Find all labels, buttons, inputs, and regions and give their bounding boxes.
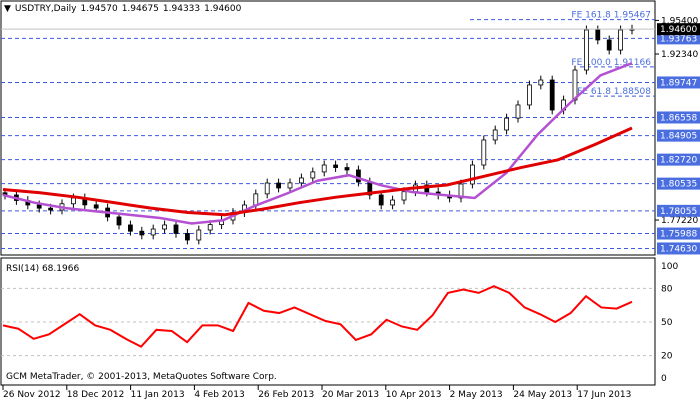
x-tick-label: 4 Feb 2013 xyxy=(194,390,244,400)
candle-body xyxy=(173,224,179,234)
fibonacci-label: FE 100.0 1.91166 xyxy=(571,58,651,68)
candle-body xyxy=(321,164,327,173)
fibonacci-label: FE 61.8 1.88508 xyxy=(577,87,651,97)
level-label: 1.93763 xyxy=(660,34,697,44)
level-label-box xyxy=(657,227,700,240)
candle-body xyxy=(276,182,282,189)
level-label: 1.74630 xyxy=(660,244,697,254)
rsi-y-tick-label: 0 xyxy=(661,374,667,384)
x-tick-label: 2 May 2013 xyxy=(450,390,503,400)
candle-body xyxy=(595,29,601,41)
candle-body xyxy=(538,79,544,86)
level-label-box xyxy=(657,204,700,217)
sma-fast-line xyxy=(2,62,633,225)
level-label-box xyxy=(657,76,700,89)
level-label-box xyxy=(657,153,700,166)
candle-body xyxy=(504,117,510,131)
level-label-box xyxy=(657,177,700,190)
candle-body xyxy=(481,139,487,166)
y-tick-label: 1.77220 xyxy=(661,216,698,226)
candle-body xyxy=(162,224,168,230)
candle-body xyxy=(116,216,122,226)
level-label: 1.84905 xyxy=(660,132,697,142)
level-label-box xyxy=(657,242,700,255)
sma-slow-line xyxy=(2,126,633,217)
level-label: 1.82720 xyxy=(660,156,697,166)
rsi-y-tick-label: 100 xyxy=(661,262,678,272)
candle-body xyxy=(139,230,145,236)
rsi-y-tick-label: 80 xyxy=(661,284,673,294)
level-label: 1.89747 xyxy=(660,78,697,88)
candle-body xyxy=(492,129,498,141)
x-tick-label: 26 Nov 2012 xyxy=(3,390,61,400)
rsi-y-tick-label: 50 xyxy=(661,318,673,328)
current-price-box xyxy=(657,23,700,36)
x-tick-label: 18 Dec 2012 xyxy=(67,390,125,400)
close-price: 1.94600 xyxy=(204,4,242,14)
candle-body xyxy=(207,224,213,231)
candle-body xyxy=(150,228,156,236)
candle-body xyxy=(36,204,42,209)
level-label: 1.75988 xyxy=(660,230,697,240)
low-price: 1.94333 xyxy=(162,4,201,14)
copyright-text: GCM MetaTrader, © 2001-2013, MetaQuotes … xyxy=(6,372,277,382)
candle-body xyxy=(333,164,339,168)
candle-body xyxy=(618,29,623,51)
candle-body xyxy=(606,39,612,51)
candle-body xyxy=(264,182,270,195)
candle-body xyxy=(378,194,384,206)
level-label-box xyxy=(657,129,700,142)
candle-body xyxy=(71,197,76,205)
rsi-line xyxy=(2,285,633,348)
x-tick-label: 10 Apr 2013 xyxy=(386,390,442,400)
candle-body xyxy=(355,169,361,183)
candle-body xyxy=(584,29,589,71)
symbol-timeframe: USDTRY,Daily xyxy=(14,4,77,14)
dropdown-triangle-icon[interactable]: ▼ xyxy=(4,4,11,14)
candle-body xyxy=(344,167,350,171)
main-pane-frame xyxy=(0,0,656,256)
rsi-y-tick-label: 20 xyxy=(661,352,673,362)
x-tick-label: 20 Mar 2013 xyxy=(322,390,379,400)
candle-body xyxy=(572,69,578,101)
candle-body xyxy=(184,233,190,241)
candle-body xyxy=(93,204,99,209)
x-tick-label: 11 Jan 2013 xyxy=(131,390,185,400)
x-tick-label: 17 Jun 2013 xyxy=(577,390,631,400)
candle-body xyxy=(515,104,521,119)
x-tick-label: 24 May 2013 xyxy=(513,390,572,400)
open-price: 1.94570 xyxy=(80,4,118,14)
level-label: 1.78055 xyxy=(660,207,697,217)
candle-body xyxy=(458,183,464,199)
high-price: 1.94675 xyxy=(121,4,159,14)
candle-body xyxy=(549,79,555,111)
candle-body xyxy=(48,207,53,211)
candle-body xyxy=(401,191,407,201)
candle-body xyxy=(310,171,316,179)
x-tick-label: 26 Feb 2013 xyxy=(258,390,314,400)
candle-body xyxy=(527,84,532,106)
candle-body xyxy=(127,224,133,232)
y-tick-label: 1.95400 xyxy=(661,16,698,26)
candle-body xyxy=(253,193,259,206)
level-label-box xyxy=(657,32,700,45)
level-label: 1.86558 xyxy=(660,113,697,123)
chart-header: ▼ USDTRY,Daily 1.94570 1.94675 1.94333 1.9460… xyxy=(4,4,245,14)
candle-body xyxy=(196,229,202,241)
level-label: 1.80535 xyxy=(660,180,697,190)
candle-body xyxy=(469,164,475,185)
candle-body xyxy=(287,182,293,189)
rsi-title: RSI(14) 68.1966 xyxy=(6,264,79,274)
candle-body xyxy=(390,199,396,206)
level-label-box xyxy=(657,111,700,124)
y-tick-label: 1.92340 xyxy=(661,50,698,60)
current-price-label: 1.94600 xyxy=(660,25,697,35)
candle-body xyxy=(298,177,304,184)
fibonacci-label: FE 161.8 1.95467 xyxy=(571,11,651,21)
